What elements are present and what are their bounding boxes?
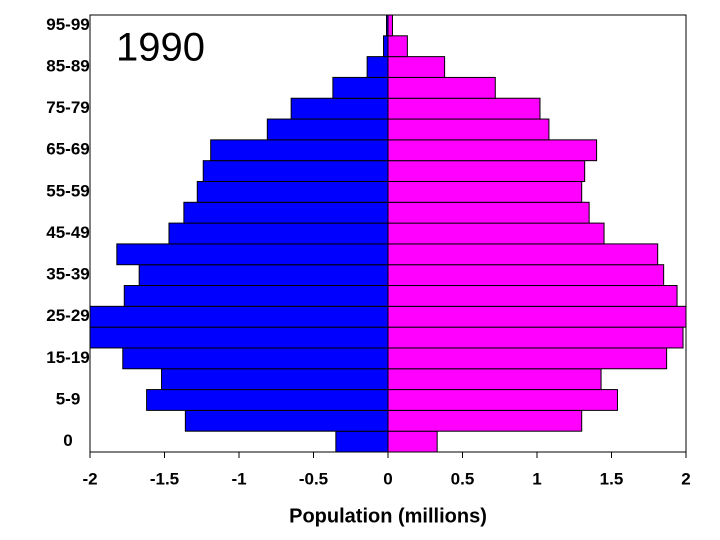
bar <box>387 430 438 453</box>
annotation: 1990 <box>116 26 205 70</box>
bar <box>266 118 389 141</box>
bar <box>122 347 389 370</box>
x-tick-label: -0.5 <box>299 469 328 488</box>
y-tick-label: 95-99 <box>46 15 89 34</box>
bar <box>387 222 605 245</box>
bar <box>123 285 389 307</box>
bar <box>387 56 446 78</box>
bar <box>387 409 583 432</box>
bar <box>332 76 389 99</box>
x-tick-label: -1 <box>231 469 246 488</box>
bar <box>202 160 389 182</box>
x-tick-label: 2 <box>681 469 690 488</box>
x-tick-label: -1.5 <box>150 469 179 488</box>
y-tick-label: 15-19 <box>46 348 89 367</box>
bar <box>387 264 665 287</box>
bar <box>138 264 389 287</box>
bar <box>89 326 389 349</box>
bar <box>387 326 684 349</box>
bar <box>387 97 541 120</box>
bar <box>161 368 389 391</box>
bar <box>335 430 389 453</box>
y-tick-label: 45-49 <box>46 223 89 242</box>
y-tick-label: 25-29 <box>46 306 89 325</box>
bar <box>387 201 590 224</box>
bar <box>290 97 389 120</box>
bar <box>89 305 389 328</box>
bar <box>387 285 678 307</box>
bar <box>168 222 389 245</box>
bar <box>146 389 389 411</box>
bar <box>387 389 618 411</box>
x-axis-title: Population (millions) <box>289 505 487 527</box>
bar <box>387 243 659 266</box>
x-tick-label: 0.5 <box>451 469 475 488</box>
x-tick-label: 0 <box>383 469 392 488</box>
bar <box>184 409 389 432</box>
bar <box>387 118 550 141</box>
bar <box>387 76 496 99</box>
bar <box>387 305 687 328</box>
bar <box>387 35 408 58</box>
bar <box>196 180 389 203</box>
bar <box>116 243 389 266</box>
y-tick-label: 65-69 <box>46 140 89 159</box>
bar <box>210 139 389 162</box>
y-tick-label: 55-59 <box>46 181 89 200</box>
bar <box>387 160 586 182</box>
bar <box>383 35 389 58</box>
y-tick-label: 5-9 <box>56 389 81 408</box>
bar <box>387 347 668 370</box>
bar <box>366 56 389 78</box>
bar <box>387 368 602 391</box>
x-tick-label: 1 <box>532 469 541 488</box>
x-tick-label: 1.5 <box>600 469 624 488</box>
y-tick-label: 75-79 <box>46 98 89 117</box>
bar <box>387 180 583 203</box>
bar <box>183 201 389 224</box>
y-tick-label: 35-39 <box>46 265 89 284</box>
y-tick-label: 0 <box>63 431 72 450</box>
y-tick-label: 85-89 <box>46 57 89 76</box>
bar <box>387 139 598 162</box>
x-tick-label: -2 <box>82 469 97 488</box>
bar <box>387 14 393 37</box>
